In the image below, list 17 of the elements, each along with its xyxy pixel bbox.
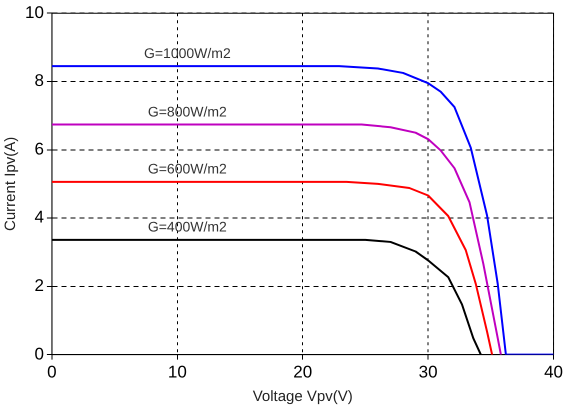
y-tick-label: 4 [34,208,44,227]
y-tick-label: 2 [34,276,44,296]
x-tick-label: 40 [544,362,564,382]
x-tick-label: 20 [293,362,312,382]
y-axis-title: Current Ipv(A) [2,136,20,231]
x-tick-label: 10 [168,362,187,382]
y-tick-label: 8 [34,71,44,90]
x-axis-title: Voltage Vpv(V) [252,388,353,406]
series-label: G=800W/m2 [148,103,228,120]
y-tick-label: 0 [34,344,44,364]
x-tick-label: 30 [418,362,438,382]
series-label: G=400W/m2 [148,218,228,235]
y-tick-label: 6 [34,139,44,158]
y-tick-label: 10 [24,2,44,22]
series-label: G=1000W/m2 [144,44,231,61]
series-label: G=600W/m2 [148,160,228,177]
x-tick-label: 0 [47,362,57,382]
